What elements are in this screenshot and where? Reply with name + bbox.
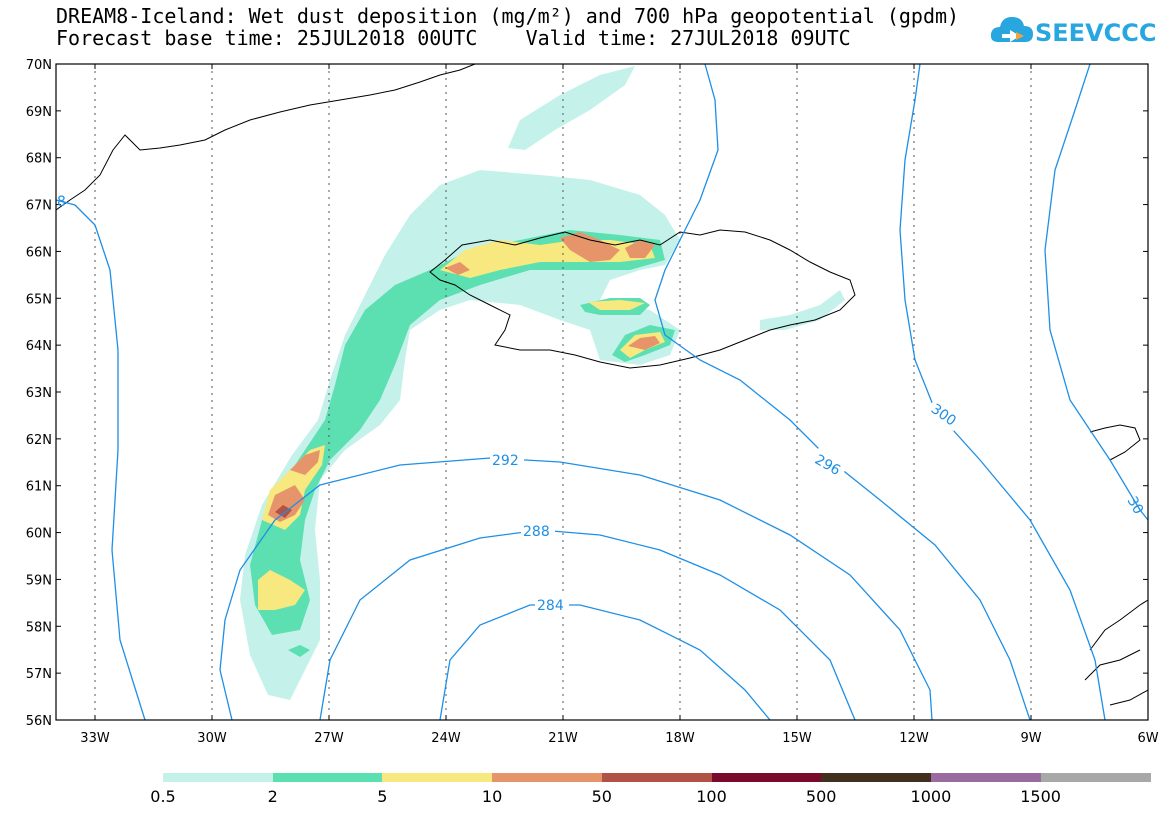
cloud-icon (990, 17, 1033, 42)
dust-layer-0-5-north (508, 66, 635, 150)
geopotential-contours (56, 64, 1148, 720)
contour-300 (899, 64, 1106, 720)
legend-label: 100 (696, 787, 727, 806)
greenland-coast (56, 64, 476, 211)
contour-label-292: 292 (492, 453, 519, 469)
dust-layer-2-small (288, 645, 310, 657)
lat-label: 66N (26, 245, 52, 260)
dust-shading (240, 66, 845, 700)
lon-label: 33W (80, 731, 110, 746)
legend-color-box (821, 773, 932, 782)
contour-284 (439, 604, 771, 720)
lat-label: 57N (26, 667, 52, 682)
lon-label: 12W (899, 731, 929, 746)
legend-color-box (711, 773, 822, 782)
legend-color-box (382, 773, 493, 782)
dust-layer-0-5-east (760, 290, 845, 330)
lat-label: 56N (26, 714, 52, 729)
dust-layer-0-5 (240, 170, 680, 700)
coastlines (56, 64, 1148, 706)
legend-color-box (601, 773, 712, 782)
contour-304 (1044, 64, 1148, 521)
lon-label: 30W (197, 731, 227, 746)
legend-color-box (272, 773, 383, 782)
seevccc-logo: SEEVCCC (990, 12, 1160, 52)
lat-label: 60N (26, 527, 52, 542)
dust-layer-10-f (445, 262, 470, 275)
faroe-coast (1089, 424, 1141, 461)
contour-label-284: 284 (537, 598, 564, 614)
lon-label: 15W (782, 731, 812, 746)
contour-w (56, 199, 146, 720)
lat-label: 70N (26, 58, 52, 73)
iceland-coast (429, 229, 856, 369)
contour-label-288: 288 (523, 524, 550, 540)
map-area (56, 64, 1148, 720)
axis-ticks (56, 63, 1149, 721)
dust-layer-10-c (560, 232, 620, 262)
logo-text: SEEVCCC (1035, 19, 1157, 47)
lat-label: 59N (26, 573, 52, 588)
legend-label: 1500 (1020, 787, 1061, 806)
contour-288 (319, 529, 856, 720)
lon-label: 21W (548, 731, 578, 746)
dust-layer-10-b (290, 450, 320, 475)
dust-layer-50 (275, 505, 292, 518)
lon-label: 27W (314, 731, 344, 746)
legend-color-box (492, 773, 603, 782)
legend-label: 2 (267, 787, 278, 806)
longitude-labels: 33W 30W 27W 24W 21W 18W 15W 12W 9W 6W (80, 731, 1158, 746)
dust-layer-5-d (588, 300, 645, 310)
lat-label: 63N (26, 386, 52, 401)
lat-label: 61N (26, 480, 52, 495)
legend-label: 50 (591, 787, 612, 806)
legend-label: 10 (481, 787, 503, 806)
contour-label-8: 8 (57, 194, 66, 210)
lon-label: 9W (1020, 731, 1041, 746)
lon-label: 6W (1137, 731, 1158, 746)
legend-color-box (163, 773, 274, 782)
map-title: DREAM8-Iceland: Wet dust deposition (mg/… (56, 4, 960, 28)
legend-color-box (1040, 773, 1151, 782)
map-subtitle: Forecast base time: 25JUL2018 00UTC Vali… (56, 26, 851, 50)
lat-label: 65N (26, 292, 52, 307)
dust-layer-2 (250, 230, 665, 635)
contour-label-30: 30 (1123, 494, 1146, 517)
contour-296 (654, 239, 1031, 720)
dust-layer-10-e (628, 336, 660, 350)
lat-label: 64N (26, 339, 52, 354)
lon-label: 18W (665, 731, 695, 746)
dust-layer-10-d (625, 240, 655, 258)
lat-label: 67N (26, 199, 52, 214)
dust-layer-5 (258, 570, 305, 610)
lat-label: 69N (26, 105, 52, 120)
legend-color-box (930, 773, 1042, 782)
legend-label: 0.5 (150, 787, 176, 806)
lat-label: 58N (26, 620, 52, 635)
contour-292 (219, 457, 933, 720)
contour-296b (679, 64, 719, 241)
scotland-coast (1084, 599, 1148, 706)
legend-label: 500 (805, 787, 837, 806)
latitude-labels: 56N 57N 58N 59N 60N 61N 62N 63N 64N 65N 66N 67N 68N 6… (26, 58, 52, 729)
lon-label: 24W (431, 731, 461, 746)
contour-labels: 284 288 292 296 300 30 8 (57, 194, 1146, 614)
lat-label: 62N (26, 433, 52, 448)
map-background (56, 64, 1148, 720)
lat-label: 68N (26, 152, 52, 167)
legend-label: 1000 (910, 787, 952, 806)
legend-label: 5 (377, 787, 388, 806)
